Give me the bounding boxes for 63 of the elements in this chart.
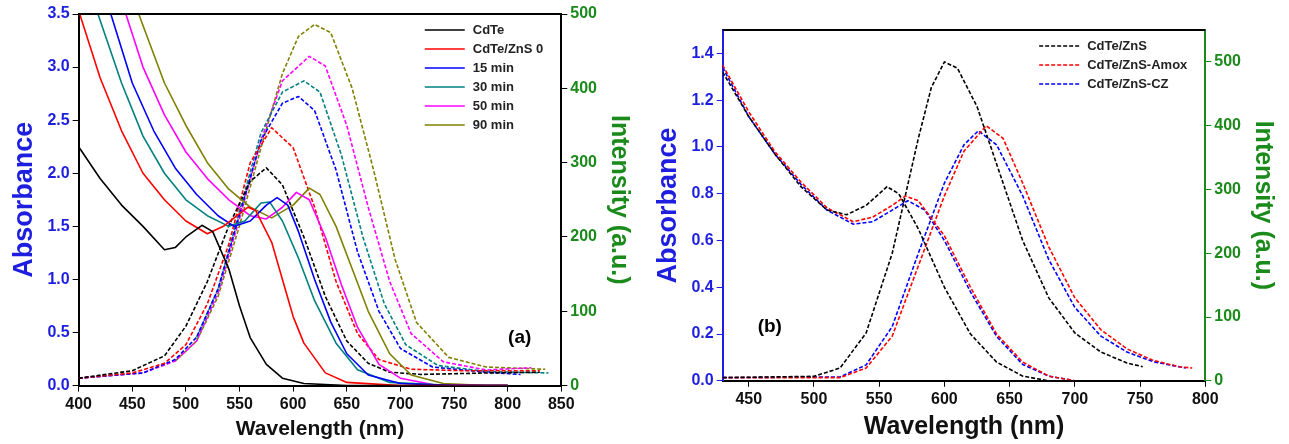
x-tick-label: 600 [279,394,307,412]
x-tick-label: 400 [65,394,93,412]
x-tick-label: 500 [172,394,200,412]
y2-tick-label: 400 [570,78,598,96]
x-tick-label: 700 [1061,389,1089,407]
annotation: (a) [508,326,532,348]
legend-label: 15 min [472,59,515,75]
y-axis-title: Absorbance [651,127,682,284]
legend-label: CdTe/ZnS-CZ [1087,75,1169,91]
y-tick-label: 0.0 [691,371,714,389]
x-tick-label: 750 [1126,389,1154,407]
y2-tick-label: 300 [1214,179,1242,197]
y-tick-label: 2.5 [47,110,70,128]
y-tick-label: 1.0 [47,269,70,287]
x-tick-label: 550 [226,394,253,412]
y2-tick-label: 100 [1214,307,1242,325]
x-tick-label: 550 [865,389,893,407]
y-tick-label: 0.8 [691,184,714,202]
y-tick-label: 0.5 [47,322,70,340]
y-tick-label: 0.4 [691,277,714,295]
y2-tick-label: 500 [1214,52,1242,70]
legend-label: CdTe/ZnS [1087,37,1148,53]
x-axis-title: Wavelength (nm) [235,416,405,440]
y-tick-label: 2.0 [47,163,70,181]
x-tick-label: 750 [440,394,468,412]
legend-label: CdTe [472,21,505,37]
x-tick-label: 450 [118,394,146,412]
y2-tick-label: 0 [1214,371,1224,389]
x-tick-label: 600 [931,389,958,407]
y-tick-label: 1.2 [691,90,714,108]
annotation: (b) [757,314,782,336]
y-axis-title: Absorbance [7,121,38,278]
y2-tick-label: 0 [570,376,580,394]
y-tick-label: 0.2 [691,324,714,342]
y2-tick-label: 200 [1214,243,1242,261]
x-tick-label: 850 [547,394,575,412]
x-tick-label: 650 [996,389,1024,407]
y-tick-label: 0.0 [47,376,70,394]
y-tick-label: 3.5 [47,4,70,22]
x-tick-label: 500 [800,389,828,407]
x-tick-label: 700 [387,394,414,412]
legend-label: 50 min [472,97,515,113]
y2-axis-title: Intensity (a.u.) [1251,120,1280,291]
y-tick-label: 0.6 [691,230,714,248]
y2-tick-label: 200 [570,227,598,245]
x-tick-label: 800 [494,394,522,412]
y2-tick-label: 300 [570,153,598,171]
x-tick-label: 650 [333,394,361,412]
legend-label: CdTe/ZnS 0 [472,40,544,56]
y2-tick-label: 100 [570,301,598,319]
y-tick-label: 3.0 [47,57,70,75]
y2-axis-title: Intensity (a.u.) [607,115,636,285]
y2-tick-label: 400 [1214,116,1242,134]
y-tick-label: 1.5 [47,216,70,234]
x-axis-title: Wavelength (nm) [863,410,1065,439]
y-tick-label: 1.4 [691,43,714,61]
y-tick-label: 1.0 [691,137,714,155]
legend-label: 30 min [472,78,515,94]
legend-label: CdTe/ZnS-Amox [1087,56,1189,72]
y2-tick-label: 500 [570,4,598,22]
x-tick-label: 450 [735,389,763,407]
x-tick-label: 800 [1191,389,1219,407]
legend-label: 90 min [472,116,515,132]
